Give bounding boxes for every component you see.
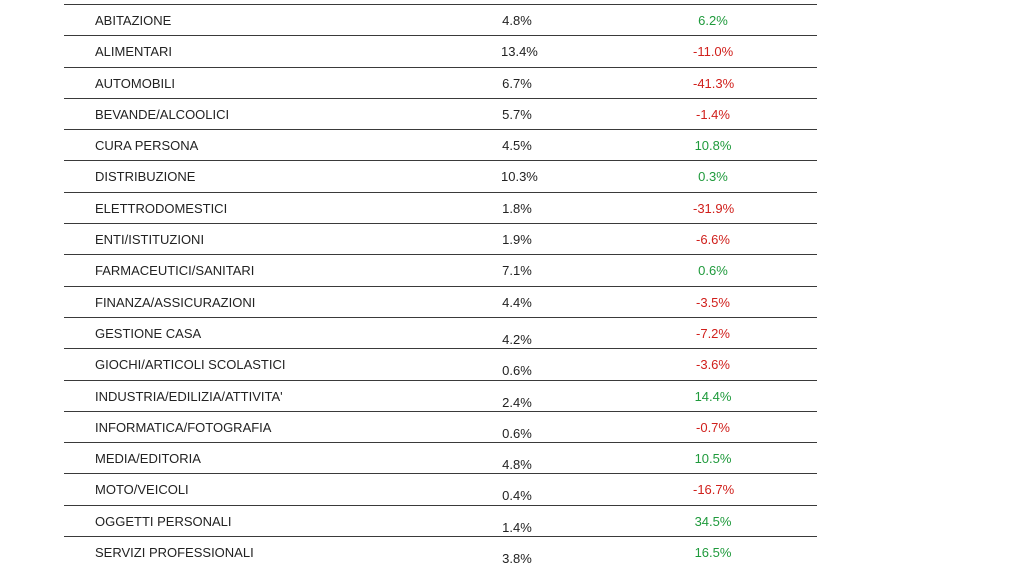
table-row: ELETTRODOMESTICI 1.8% -31.9% [64, 191, 817, 223]
variation-cell: -41.3% [693, 75, 735, 91]
category-cell: AUTOMOBILI [95, 75, 175, 91]
variation-cell: 10.5% [694, 451, 732, 467]
category-cell: GIOCHI/ARTICOLI SCOLASTICI [95, 357, 286, 373]
category-cell: MEDIA/EDITORIA [95, 451, 201, 467]
variation-cell: 10.8% [694, 138, 732, 154]
category-cell: MOTO/VEICOLI [95, 482, 189, 498]
table-row: BEVANDE/ALCOOLICI 5.7% -1.4% [64, 97, 817, 129]
variation-cell: -1.4% [696, 106, 730, 122]
table-row: INDUSTRIA/EDILIZIA/ATTIVITA' 2.4% 14.4% [64, 379, 817, 411]
category-cell: CURA PERSONA [95, 138, 199, 154]
table-row: GESTIONE CASA 4.2% -7.2% [64, 316, 817, 348]
category-cell: FINANZA/ASSICURAZIONI [95, 294, 256, 310]
share-cell: 4.2% [502, 331, 532, 347]
variation-cell: -6.6% [696, 232, 730, 248]
share-cell: 4.4% [502, 294, 532, 310]
share-cell: 0.4% [502, 488, 532, 504]
share-cell: 3.8% [502, 551, 532, 567]
category-cell: FARMACEUTICI/SANITARI [95, 263, 255, 279]
variation-cell: -11.0% [693, 44, 734, 60]
table-row: SERVIZI PROFESSIONALI 3.8% 16.5% [64, 536, 817, 567]
share-cell: 10.3% [501, 169, 538, 185]
share-cell: 6.7% [502, 75, 532, 91]
variation-cell: -3.5% [696, 294, 730, 310]
category-cell: SERVIZI PROFESSIONALI [95, 545, 254, 561]
category-cell: ELETTRODOMESTICI [95, 200, 228, 216]
sector-table: ABITAZIONE 4.8% 6.2% ALIMENTARI 13.4% -1… [64, 4, 817, 567]
share-cell: 0.6% [502, 363, 532, 379]
category-cell: GESTIONE CASA [95, 325, 202, 341]
variation-cell: -31.9% [693, 200, 735, 216]
category-cell: INFORMATICA/FOTOGRAFIA [95, 419, 272, 435]
variation-cell: -16.7% [693, 482, 735, 498]
category-cell: ABITAZIONE [95, 13, 172, 28]
variation-cell: 6.2% [698, 13, 728, 28]
table-row: ALIMENTARI 13.4% -11.0% [64, 35, 817, 66]
share-cell: 4.8% [502, 457, 532, 473]
variation-cell: 0.3% [698, 169, 728, 185]
table-row: DISTRIBUZIONE 10.3% 0.3% [64, 160, 817, 191]
table-row: ABITAZIONE 4.8% 6.2% [64, 4, 817, 35]
table-row: AUTOMOBILI 6.7% -41.3% [64, 66, 817, 98]
share-cell: 13.4% [501, 44, 538, 60]
table-row: GIOCHI/ARTICOLI SCOLASTICI 0.6% -3.6% [64, 348, 817, 379]
category-cell: OGGETTI PERSONALI [95, 513, 232, 529]
share-cell: 1.8% [502, 200, 532, 216]
share-cell: 2.4% [502, 394, 532, 410]
table-row: MOTO/VEICOLI 0.4% -16.7% [64, 473, 817, 504]
share-cell: 4.8% [502, 13, 532, 28]
table-row: CURA PERSONA 4.5% 10.8% [64, 129, 817, 160]
share-cell: 1.9% [502, 232, 532, 248]
category-cell: DISTRIBUZIONE [95, 169, 196, 185]
share-cell: 1.4% [502, 519, 532, 535]
category-cell: BEVANDE/ALCOOLICI [95, 106, 230, 122]
share-cell: 4.5% [502, 138, 532, 154]
share-cell: 7.1% [502, 263, 532, 279]
variation-cell: 14.4% [694, 388, 732, 404]
table-row: MEDIA/EDITORIA 4.8% 10.5% [64, 442, 817, 473]
variation-cell: -7.2% [696, 325, 730, 341]
category-cell: ENTI/ISTITUZIONI [95, 232, 205, 248]
category-cell: ALIMENTARI [95, 44, 173, 60]
category-cell: INDUSTRIA/EDILIZIA/ATTIVITA' [95, 388, 283, 404]
variation-cell: 34.5% [694, 513, 732, 529]
table-row: INFORMATICA/FOTOGRAFIA 0.6% -0.7% [64, 410, 817, 442]
table-row: FARMACEUTICI/SANITARI 7.1% 0.6% [64, 254, 817, 285]
variation-cell: -3.6% [696, 357, 730, 373]
share-cell: 5.7% [502, 106, 532, 122]
table-row: ENTI/ISTITUZIONI 1.9% -6.6% [64, 223, 817, 254]
variation-cell: 0.6% [698, 263, 728, 279]
variation-cell: -0.7% [696, 419, 730, 435]
table-row: OGGETTI PERSONALI 1.4% 34.5% [64, 504, 817, 536]
variation-cell: 16.5% [694, 545, 732, 561]
share-cell: 0.6% [502, 425, 532, 441]
table-row: FINANZA/ASSICURAZIONI 4.4% -3.5% [64, 285, 817, 317]
